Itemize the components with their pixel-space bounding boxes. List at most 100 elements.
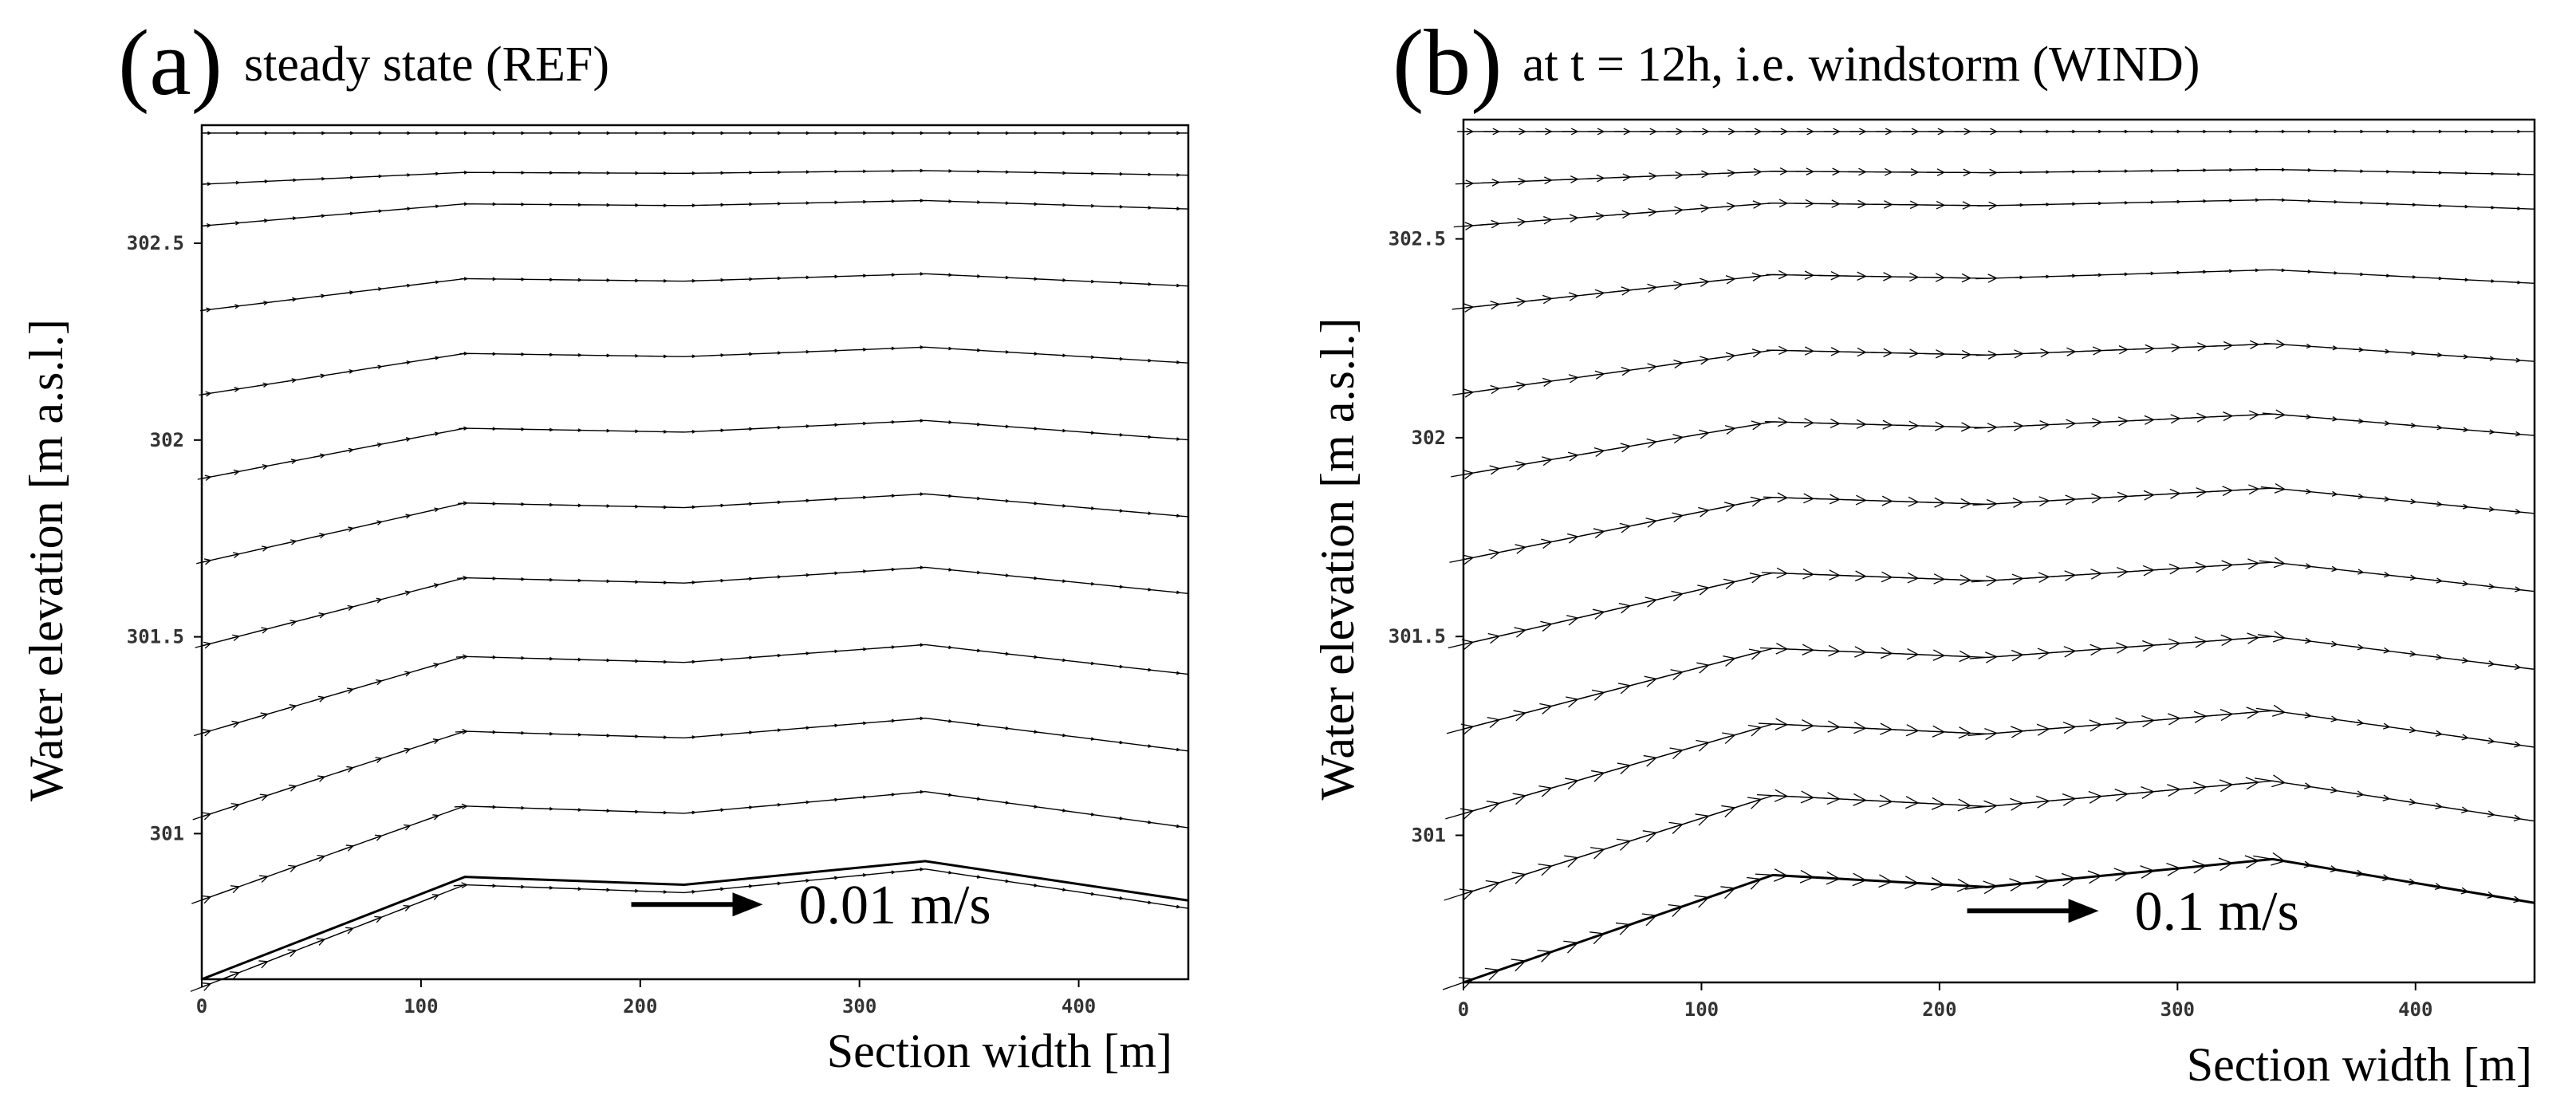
velocity-arrow-head — [1805, 203, 1814, 208]
velocity-arrow-head — [1567, 857, 1578, 868]
velocity-arrow — [2298, 565, 2311, 568]
velocity-arrow-head — [2306, 563, 2311, 568]
velocity-arrow-head — [2412, 170, 2416, 173]
velocity-arrow-head — [287, 949, 297, 951]
velocity-arrow-head — [1699, 664, 1709, 674]
velocity-arrow-head — [2487, 663, 2495, 667]
velocity-arrow — [2452, 808, 2468, 812]
velocity-arrow-head — [292, 379, 297, 384]
velocity-arrow — [2324, 567, 2338, 570]
velocity-arrow-head — [1828, 644, 1840, 652]
velocity-arrow — [1606, 526, 1631, 532]
velocity-arrow-head — [2515, 431, 2521, 435]
velocity-arrow-head — [1987, 354, 1997, 360]
velocity-arrow-head — [635, 659, 639, 662]
velocity-arrow-head — [2222, 486, 2233, 491]
panel-a: (a) steady state (REF) 0 100 200 300 400 301 3… — [20, 10, 1190, 1077]
velocity-arrow-head — [1594, 691, 1605, 701]
velocity-arrow-head — [948, 346, 952, 349]
velocity-arrow — [1764, 421, 1787, 423]
velocity-arrow — [1843, 423, 1866, 425]
velocity-arrow-head — [1005, 801, 1009, 804]
velocity-arrow-head — [206, 309, 211, 313]
velocity-arrow-head — [1597, 177, 1605, 183]
velocity-arrow-head — [1830, 418, 1840, 424]
velocity-vectors — [1442, 128, 2535, 990]
velocity-arrow-head — [2383, 722, 2390, 728]
velocity-arrow-head — [2223, 415, 2233, 422]
velocity-arrow-head — [1062, 171, 1066, 174]
velocity-arrow-head — [1961, 278, 1971, 283]
velocity-arrow-head — [977, 797, 981, 800]
velocity-arrow-head — [2462, 580, 2468, 585]
velocity-arrow — [1897, 352, 1919, 354]
velocity-arrow-head — [1778, 345, 1788, 352]
velocity-arrow — [2051, 498, 2076, 502]
velocity-arrow-head — [1648, 211, 1657, 217]
velocity-arrow-head — [1727, 172, 1735, 177]
velocity-arrow-head — [1778, 417, 1788, 423]
velocity-arrow-head — [2089, 719, 2102, 726]
velocity-arrow-head — [2142, 644, 2154, 652]
velocity-arrow-head — [2357, 572, 2364, 575]
panel-b-letter: (b) — [1392, 10, 1503, 115]
velocity-arrow — [1474, 636, 1499, 643]
velocity-arrow-head — [2222, 564, 2233, 572]
velocity-arrow-head — [1005, 170, 1009, 173]
velocity-arrow-head — [433, 663, 439, 665]
velocity-arrow-head — [1855, 570, 1866, 577]
velocity-arrow-head — [1774, 724, 1788, 730]
velocity-arrow-head — [1005, 651, 1009, 655]
velocity-arrow-head — [663, 735, 668, 738]
velocity-arrow — [1453, 225, 1473, 228]
velocity-arrow-head — [263, 218, 268, 222]
velocity-arrow-head — [2092, 421, 2102, 428]
velocity-arrow-head — [2064, 570, 2076, 576]
velocity-arrow — [1631, 599, 1656, 607]
velocity-arrow-head — [720, 428, 724, 431]
velocity-arrow-head — [1621, 526, 1631, 533]
velocity-arrow-head — [805, 131, 809, 134]
velocity-arrow-head — [1909, 272, 1919, 278]
velocity-arrow — [2325, 492, 2338, 495]
velocity-arrow — [314, 375, 325, 378]
velocity-arrow-head — [1827, 720, 1840, 728]
velocity-arrow-head — [2071, 274, 2076, 277]
velocity-arrow-head — [2411, 352, 2416, 356]
velocity-arrow-head — [920, 168, 924, 171]
velocity-arrow-head — [2247, 636, 2259, 644]
velocity-arrow-head — [376, 680, 382, 686]
velocity-arrow-head — [1119, 205, 1123, 208]
velocity-arrow-head — [1491, 179, 1500, 183]
velocity-arrow-head — [777, 351, 781, 354]
velocity-arrow-head — [1721, 805, 1735, 809]
velocity-arrow — [2299, 415, 2311, 418]
velocity-arrow-head — [347, 927, 354, 935]
velocity-arrow — [1576, 772, 1605, 781]
panel-a-letter: (a) — [118, 10, 223, 115]
velocity-arrow — [2376, 573, 2390, 577]
velocity-arrow-head — [1568, 699, 1578, 708]
velocity-arrow-head — [606, 278, 610, 281]
velocity-arrow-head — [1464, 306, 1474, 313]
velocity-arrow — [1711, 504, 1735, 510]
velocity-arrow-head — [1594, 530, 1605, 538]
velocity-arrow — [278, 950, 297, 959]
velocity-arrow-head — [2382, 798, 2390, 801]
velocity-arrow — [2295, 784, 2311, 788]
velocity-arrow-head — [1062, 353, 1066, 356]
velocity-arrow-head — [1570, 175, 1578, 180]
velocity-arrow-head — [663, 203, 668, 207]
velocity-arrow-head — [1517, 221, 1526, 226]
velocity-arrow-head — [691, 131, 695, 134]
velocity-arrow-head — [206, 223, 211, 226]
velocity-arrow-head — [1880, 652, 1893, 659]
velocity-arrow-head — [1804, 270, 1814, 276]
velocity-arrow-head — [2116, 722, 2128, 730]
velocity-arrow-head — [1567, 780, 1578, 790]
velocity-arrow-head — [1491, 219, 1500, 224]
velocity-arrow-head — [1623, 128, 1631, 132]
velocity-arrow — [2506, 742, 2521, 746]
velocity-arrow — [2431, 353, 2442, 356]
velocity-arrow-head — [1005, 424, 1009, 427]
